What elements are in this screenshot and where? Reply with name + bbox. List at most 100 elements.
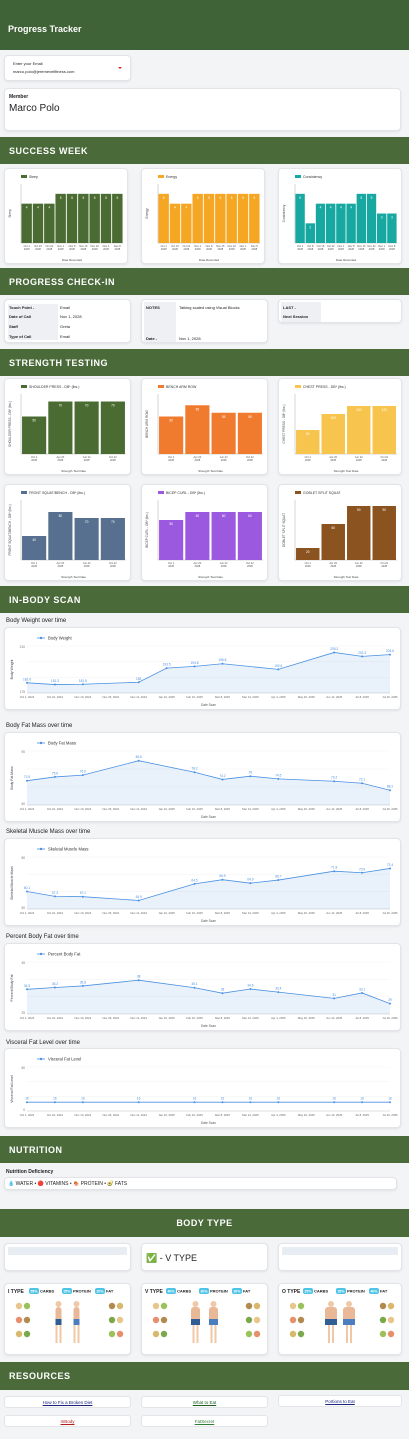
- data-point: [137, 681, 140, 684]
- bar: [185, 512, 210, 560]
- x-axis-label: Date Scan: [201, 919, 216, 923]
- date-of-call-value[interactable]: Nov 1, 2028: [60, 314, 82, 319]
- link-fix-broken-diet[interactable]: How to Fix a Broken Diet: [4, 1396, 131, 1408]
- food-icon: [387, 1302, 395, 1310]
- x-tick-label-year: 2028: [168, 564, 174, 568]
- x-tick-label: Mar 8, 2025: [215, 807, 230, 811]
- data-label: 57.1: [80, 891, 86, 895]
- data-label: 74.2: [219, 774, 225, 778]
- x-tick-label: Dec 11, 2024: [130, 1016, 147, 1020]
- progress-checkin-band: PROGRESS CHECK-IN: [0, 268, 409, 295]
- figure-leg: [214, 1325, 217, 1343]
- macro-name: PROTEIN: [73, 1289, 91, 1294]
- x-tick-label: May 20, 2025: [298, 911, 315, 915]
- legend-swatch: [21, 385, 27, 388]
- dropdown-icon[interactable]: [118, 67, 122, 69]
- data-point: [333, 1101, 336, 1104]
- x-tick-label: Apr 20: [194, 561, 202, 565]
- food-icon: [152, 1316, 160, 1324]
- x-tick-label-year: 2028: [110, 458, 116, 462]
- x-tick-label: Dec 11, 2024: [130, 1113, 147, 1117]
- data-label: 16: [81, 1097, 85, 1101]
- x-tick-label: Nov 26, 2024: [102, 695, 119, 699]
- x-tick-label: Oct 15: [317, 244, 325, 248]
- x-tick-label: Apr 20: [194, 455, 202, 459]
- x-tick-label: Jul 8, 2025: [355, 807, 369, 811]
- data-label: 70.9: [359, 867, 365, 871]
- bar: [336, 203, 346, 243]
- data-point: [277, 879, 280, 882]
- data-label: 73.5: [24, 775, 30, 779]
- type-of-call-value[interactable]: Email: [60, 334, 71, 339]
- macro-pct-pill: [303, 1288, 313, 1294]
- bar: [158, 193, 169, 243]
- visceral-chart-title: Visceral Fat Level over time: [6, 1040, 80, 1046]
- x-tick-label: Nov 22: [367, 244, 376, 248]
- bar: [215, 193, 226, 243]
- bar-value-label: 5: [242, 196, 244, 200]
- link-what-to-eat[interactable]: What to Eat: [141, 1396, 268, 1408]
- data-point: [26, 988, 28, 991]
- x-tick-label: Apr 4, 2025: [271, 695, 286, 699]
- x-tick-label: Jun 22: [220, 561, 228, 565]
- x-tick-label: Oct 22: [183, 244, 191, 248]
- x-axis-label: Date Recorded: [199, 258, 220, 262]
- legend-label: Body Weight: [48, 636, 73, 641]
- body-type-selected[interactable]: ✅ - V TYPE: [146, 1253, 198, 1263]
- bar: [100, 193, 112, 243]
- data-point: [137, 1101, 140, 1104]
- bar-value-label: 120: [382, 408, 388, 412]
- date-value[interactable]: Nov 1, 2028: [179, 336, 201, 341]
- x-tick-label-year: 2028: [58, 247, 64, 251]
- x-tick-label: Nov 8: [348, 244, 355, 248]
- staff-value[interactable]: Greta: [60, 324, 71, 329]
- macro-pct: 30%: [200, 1290, 208, 1294]
- legend-marker: [39, 952, 43, 956]
- figure-head: [73, 1301, 80, 1307]
- member-card: Member Marco Polo: [4, 88, 401, 131]
- x-tick-label-year: 2028: [31, 458, 37, 462]
- touch-point-value[interactable]: Email: [60, 305, 71, 310]
- email-input[interactable]: marco.polo@jeremevelfitness.com: [13, 69, 75, 74]
- x-axis-label: Strength Test Date: [198, 575, 223, 579]
- legend-swatch: [158, 175, 164, 178]
- x-tick-label: Jul 8, 2025: [355, 695, 369, 699]
- x-tick-label: Oct 1: [31, 455, 38, 459]
- x-tick-label: Jun 14, 2025: [326, 1016, 343, 1020]
- x-tick-label: Oct 15: [34, 244, 42, 248]
- link-inbody[interactable]: InBody: [4, 1415, 131, 1427]
- x-tick-label: May 20, 2025: [298, 1016, 315, 1020]
- data-label: 203.6: [386, 649, 394, 653]
- x-tick-label-year: 2028: [206, 247, 212, 251]
- squat-chart-card: GOBLET SPLIT SQUAT GOBLET SPLIT SQUAT 20 Oc…: [278, 484, 402, 581]
- legend-label: GOBLET SPLIT SQUAT: [303, 491, 341, 495]
- figure-shorts: [73, 1319, 80, 1325]
- data-label: 16: [53, 1097, 57, 1101]
- data-point: [193, 1101, 196, 1104]
- y-tick-label: 60: [21, 802, 25, 806]
- body-type-right-box: [278, 1243, 402, 1271]
- bar: [321, 524, 345, 560]
- x-tick-label: Oct 8: [307, 244, 314, 248]
- weight-chart-title: Body Weight over time: [6, 618, 67, 624]
- figure-leg: [192, 1325, 195, 1343]
- x-tick-label: Apr 20: [57, 561, 65, 565]
- link-portions-to-eat[interactable]: Portions to Eat: [278, 1395, 402, 1407]
- data-point: [53, 986, 56, 989]
- body-type-card-v: V TYPE 40% CARBS 30% PROTEIN 30% FAT: [141, 1283, 268, 1355]
- nutrition-items[interactable]: 💧 WATER • 🔴 VITAMINS • 🍖 PROTEIN • 🥑 FAT…: [8, 1181, 128, 1187]
- x-tick-label: Jun 14, 2025: [326, 807, 343, 811]
- x-tick-label: Jun 14, 2025: [326, 911, 343, 915]
- link-fatsecret[interactable]: FatSecret: [141, 1415, 268, 1427]
- data-point: [361, 1101, 364, 1104]
- bar-value-label: 5: [60, 196, 62, 200]
- bar: [295, 193, 305, 243]
- body-type-card-i: I TYPE 55% CARBS 25% PROTEIN 20% FAT: [4, 1283, 131, 1355]
- food-icon: [253, 1316, 261, 1324]
- food-icon: [379, 1302, 387, 1310]
- bar: [48, 512, 73, 560]
- strength-testing-band: STRENGTH TESTING: [0, 349, 409, 376]
- notes-value[interactable]: Talking scaled using Visual Blocks: [179, 305, 240, 310]
- body-type-selected-box[interactable]: ✅ - V TYPE: [141, 1243, 268, 1271]
- x-axis-label: Date Scan: [201, 1121, 216, 1125]
